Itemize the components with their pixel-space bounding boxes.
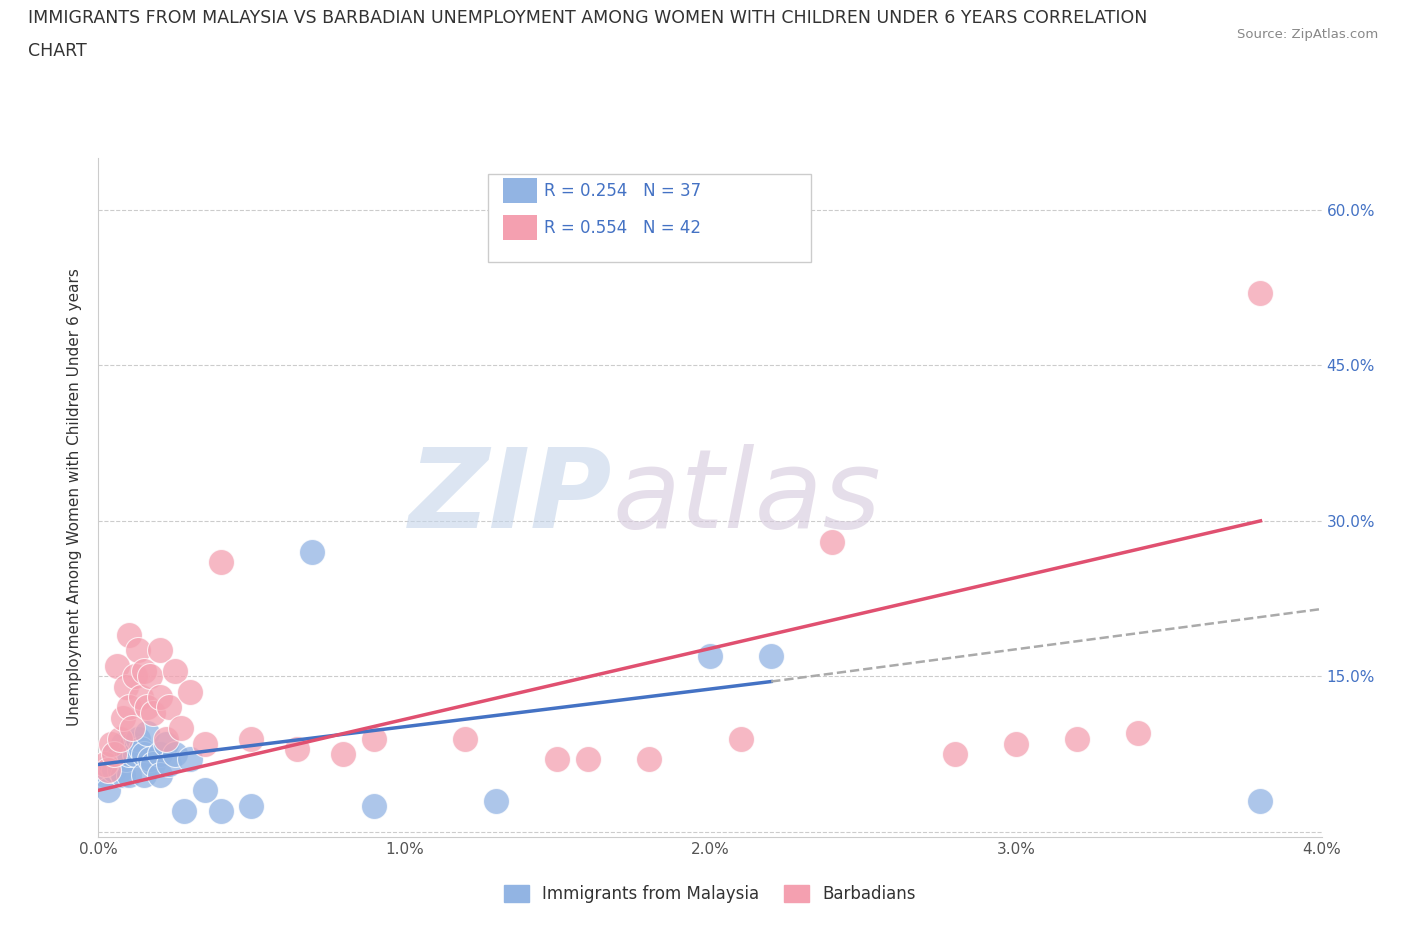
- Point: [124, 747, 146, 762]
- Point: [129, 741, 152, 756]
- Point: [155, 737, 177, 751]
- Point: [103, 747, 125, 762]
- Point: [103, 747, 125, 762]
- Point: [1249, 286, 1271, 300]
- Text: atlas: atlas: [612, 444, 880, 551]
- Point: [115, 679, 138, 694]
- Point: [179, 751, 201, 766]
- Point: [129, 690, 152, 705]
- Point: [118, 700, 141, 715]
- Point: [163, 664, 186, 679]
- Point: [127, 643, 149, 658]
- Point: [363, 731, 385, 746]
- Point: [285, 741, 308, 756]
- Point: [485, 793, 508, 808]
- Point: [139, 751, 162, 766]
- Point: [134, 767, 156, 782]
- Text: IMMIGRANTS FROM MALAYSIA VS BARBADIAN UNEMPLOYMENT AMONG WOMEN WITH CHILDREN UND: IMMIGRANTS FROM MALAYSIA VS BARBADIAN UN…: [28, 9, 1147, 27]
- Text: ZIP: ZIP: [409, 444, 612, 551]
- Point: [194, 737, 217, 751]
- Point: [118, 628, 141, 643]
- Text: Source: ZipAtlas.com: Source: ZipAtlas.com: [1237, 28, 1378, 41]
- Point: [576, 751, 599, 766]
- Text: R = 0.554   N = 42: R = 0.554 N = 42: [544, 219, 702, 237]
- Point: [100, 757, 122, 772]
- Point: [118, 767, 141, 782]
- Point: [301, 545, 323, 560]
- Point: [546, 751, 568, 766]
- Point: [97, 783, 120, 798]
- Point: [170, 721, 193, 736]
- Point: [127, 731, 149, 746]
- Point: [118, 747, 141, 762]
- Point: [111, 737, 134, 751]
- Text: CHART: CHART: [28, 42, 87, 60]
- Point: [363, 799, 385, 814]
- Point: [108, 763, 131, 777]
- Point: [134, 747, 156, 762]
- Point: [157, 700, 180, 715]
- Point: [149, 747, 172, 762]
- Point: [108, 731, 131, 746]
- Point: [1004, 737, 1026, 751]
- Point: [943, 747, 966, 762]
- Point: [149, 767, 172, 782]
- Y-axis label: Unemployment Among Women with Children Under 6 years: Unemployment Among Women with Children U…: [67, 269, 83, 726]
- Point: [103, 763, 125, 777]
- Point: [332, 747, 354, 762]
- Text: R = 0.254   N = 37: R = 0.254 N = 37: [544, 181, 702, 200]
- Point: [115, 751, 138, 766]
- Point: [157, 757, 180, 772]
- Point: [111, 767, 134, 782]
- Point: [93, 767, 115, 782]
- Point: [149, 643, 172, 658]
- Point: [821, 534, 844, 549]
- Point: [111, 711, 134, 725]
- Point: [194, 783, 217, 798]
- Point: [136, 726, 159, 741]
- Point: [637, 751, 661, 766]
- Point: [179, 684, 201, 699]
- Point: [97, 763, 120, 777]
- Point: [759, 648, 782, 663]
- Point: [1128, 726, 1150, 741]
- Point: [149, 690, 172, 705]
- Point: [209, 555, 232, 570]
- Point: [134, 664, 156, 679]
- Point: [142, 705, 165, 720]
- Point: [121, 737, 143, 751]
- Point: [730, 731, 752, 746]
- Point: [155, 731, 177, 746]
- Point: [454, 731, 477, 746]
- Point: [209, 804, 232, 818]
- Legend: Immigrants from Malaysia, Barbadians: Immigrants from Malaysia, Barbadians: [498, 879, 922, 910]
- Point: [1249, 793, 1271, 808]
- Point: [173, 804, 195, 818]
- Point: [93, 757, 115, 772]
- Point: [163, 747, 186, 762]
- Point: [240, 731, 263, 746]
- Point: [1066, 731, 1088, 746]
- Point: [121, 721, 143, 736]
- Point: [105, 751, 128, 766]
- Point: [136, 700, 159, 715]
- Point: [139, 669, 162, 684]
- Point: [105, 658, 128, 673]
- Point: [124, 669, 146, 684]
- Point: [100, 737, 122, 751]
- Point: [699, 648, 721, 663]
- Point: [240, 799, 263, 814]
- Point: [142, 757, 165, 772]
